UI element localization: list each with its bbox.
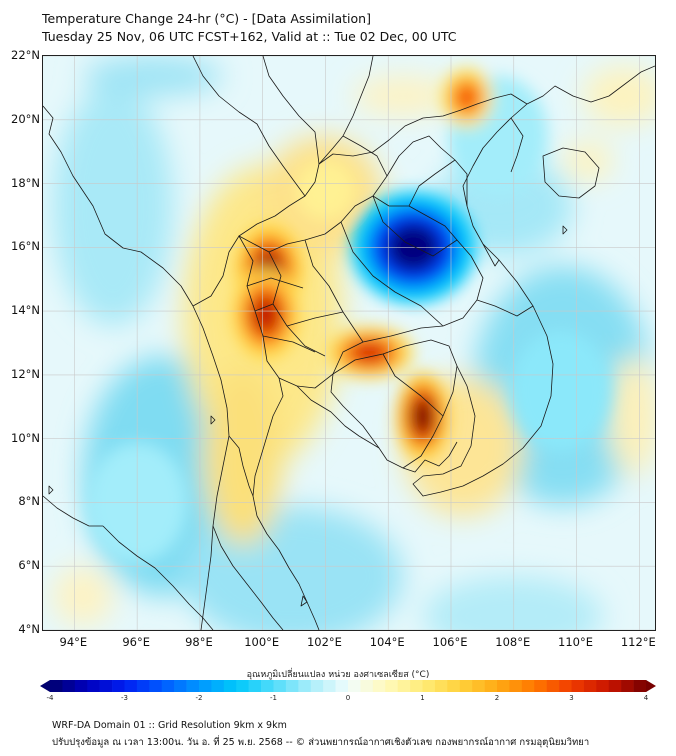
colorbar-tick-label: 1 (420, 694, 425, 702)
lon-label: 104°E (369, 635, 405, 649)
colorbar-cell (534, 680, 547, 692)
colorbar-cell (174, 680, 187, 692)
lon-label: 108°E (495, 635, 531, 649)
colorbar-cell (99, 680, 113, 692)
lat-label: 16°N (11, 239, 40, 254)
anomaly-north-vietnam (455, 84, 479, 111)
colorbar-min-arrow (40, 680, 50, 692)
lat-label: 18°N (11, 175, 40, 190)
colorbar-cell (323, 680, 336, 692)
colorbar-cell (112, 680, 125, 692)
colorbar-cell (497, 680, 510, 692)
colorbar-tick-label: -4 (46, 694, 54, 702)
colorbar-cell (509, 680, 523, 692)
colorbar-cell (186, 680, 200, 692)
colorbar-cell (360, 680, 374, 692)
lat-label: 14°N (11, 303, 40, 318)
lon-label: 106°E (432, 635, 468, 649)
footer-model-info: WRF-DA Domain 01 :: Grid Resolution 9km … (52, 720, 287, 731)
colorbar-cell (149, 680, 163, 692)
colorbar-cell (161, 680, 175, 692)
colorbar-cell (385, 680, 398, 692)
colorbar-cell (74, 680, 88, 692)
colorbar-cell (310, 680, 324, 692)
colorbar-tick-label: -3 (121, 694, 128, 702)
colorbar-cell (50, 680, 63, 692)
chart-subtitle: Tuesday 25 Nov, 06 UTC FCST+162, Valid a… (42, 29, 457, 44)
colorbar-cell (447, 680, 461, 692)
lon-label: 102°E (306, 635, 342, 649)
colorbar-cell (261, 680, 274, 692)
anomaly-south-china-sea (510, 330, 611, 451)
colorbar-cell (559, 680, 572, 692)
colorbar-cell (459, 680, 473, 692)
lat-label: 22°N (11, 48, 40, 62)
colorbar-cell (621, 680, 634, 692)
colorbar-cell (285, 680, 299, 692)
colorbar-cell (583, 680, 597, 692)
anomaly-cambodia-west (350, 341, 389, 365)
colorbar-cell (348, 680, 361, 692)
colorbar-cell (236, 680, 249, 692)
colorbar-cell (62, 680, 76, 692)
colorbar-cell (372, 680, 386, 692)
colorbar-cell (546, 680, 560, 692)
lon-label: 96°E (122, 635, 150, 649)
lon-label: 112°E (620, 635, 656, 649)
colorbar-cell (124, 680, 138, 692)
colorbar-cell (211, 680, 225, 692)
colorbar-tick-label: 2 (494, 694, 500, 702)
colorbar-tick-label: -1 (270, 694, 277, 702)
colorbar-cell (397, 680, 411, 692)
lon-label: 100°E (244, 635, 280, 649)
colorbar-cell (199, 680, 212, 692)
colorbar-cell (608, 680, 622, 692)
lon-label: 94°E (59, 635, 88, 649)
colorbar-cell (434, 680, 448, 692)
temperature-map (42, 55, 656, 631)
graticule (43, 56, 655, 630)
colorbar-tick-label: 0 (345, 694, 351, 702)
colorbar-cell (223, 680, 237, 692)
colorbar-cell (335, 680, 349, 692)
colorbar-cell (484, 680, 498, 692)
colorbar-tick-label: -2 (195, 694, 203, 702)
lat-label: 10°N (11, 430, 40, 445)
anomaly-bangkok-area (250, 294, 281, 335)
colorbar-cell (472, 680, 485, 692)
lat-label: 4°N (18, 622, 40, 636)
colorbar-tick-label: 3 (569, 694, 574, 702)
colorbar-cell (273, 680, 287, 692)
lon-label: 110°E (558, 635, 594, 649)
colorbar-cell (571, 680, 585, 692)
colorbar-cell (136, 680, 150, 692)
lat-label: 8°N (18, 494, 40, 509)
colorbar-cell (422, 680, 436, 692)
colorbar-cell (298, 680, 312, 692)
colorbar (40, 680, 656, 692)
colorbar-cell (410, 680, 423, 692)
colorbar-cell (596, 680, 610, 692)
colorbar-tick-label: 4 (643, 694, 649, 702)
colorbar-cell (87, 680, 100, 692)
colorbar-cell (521, 680, 535, 692)
colorbar-cell (248, 680, 262, 692)
anomaly-mekong-delta (411, 396, 435, 436)
chart-title: Temperature Change 24-hr (°C) - [Data As… (42, 11, 371, 26)
lat-label: 20°N (11, 111, 40, 126)
footer-credit: ปรับปรุงข้อมูล ณ เวลา 13:00น. วัน อ. ที่… (52, 737, 590, 748)
lat-label: 6°N (18, 558, 40, 573)
lat-label: 12°N (11, 366, 40, 381)
coastlines-borders (43, 56, 655, 630)
lon-label: 98°E (185, 635, 213, 649)
colorbar-max-arrow (646, 680, 656, 692)
colorbar-cell (633, 680, 647, 692)
colorbar-label: อุณหภูมิเปลี่ยนแปลง หน่วย องศาเซลเซียส (… (246, 670, 430, 680)
